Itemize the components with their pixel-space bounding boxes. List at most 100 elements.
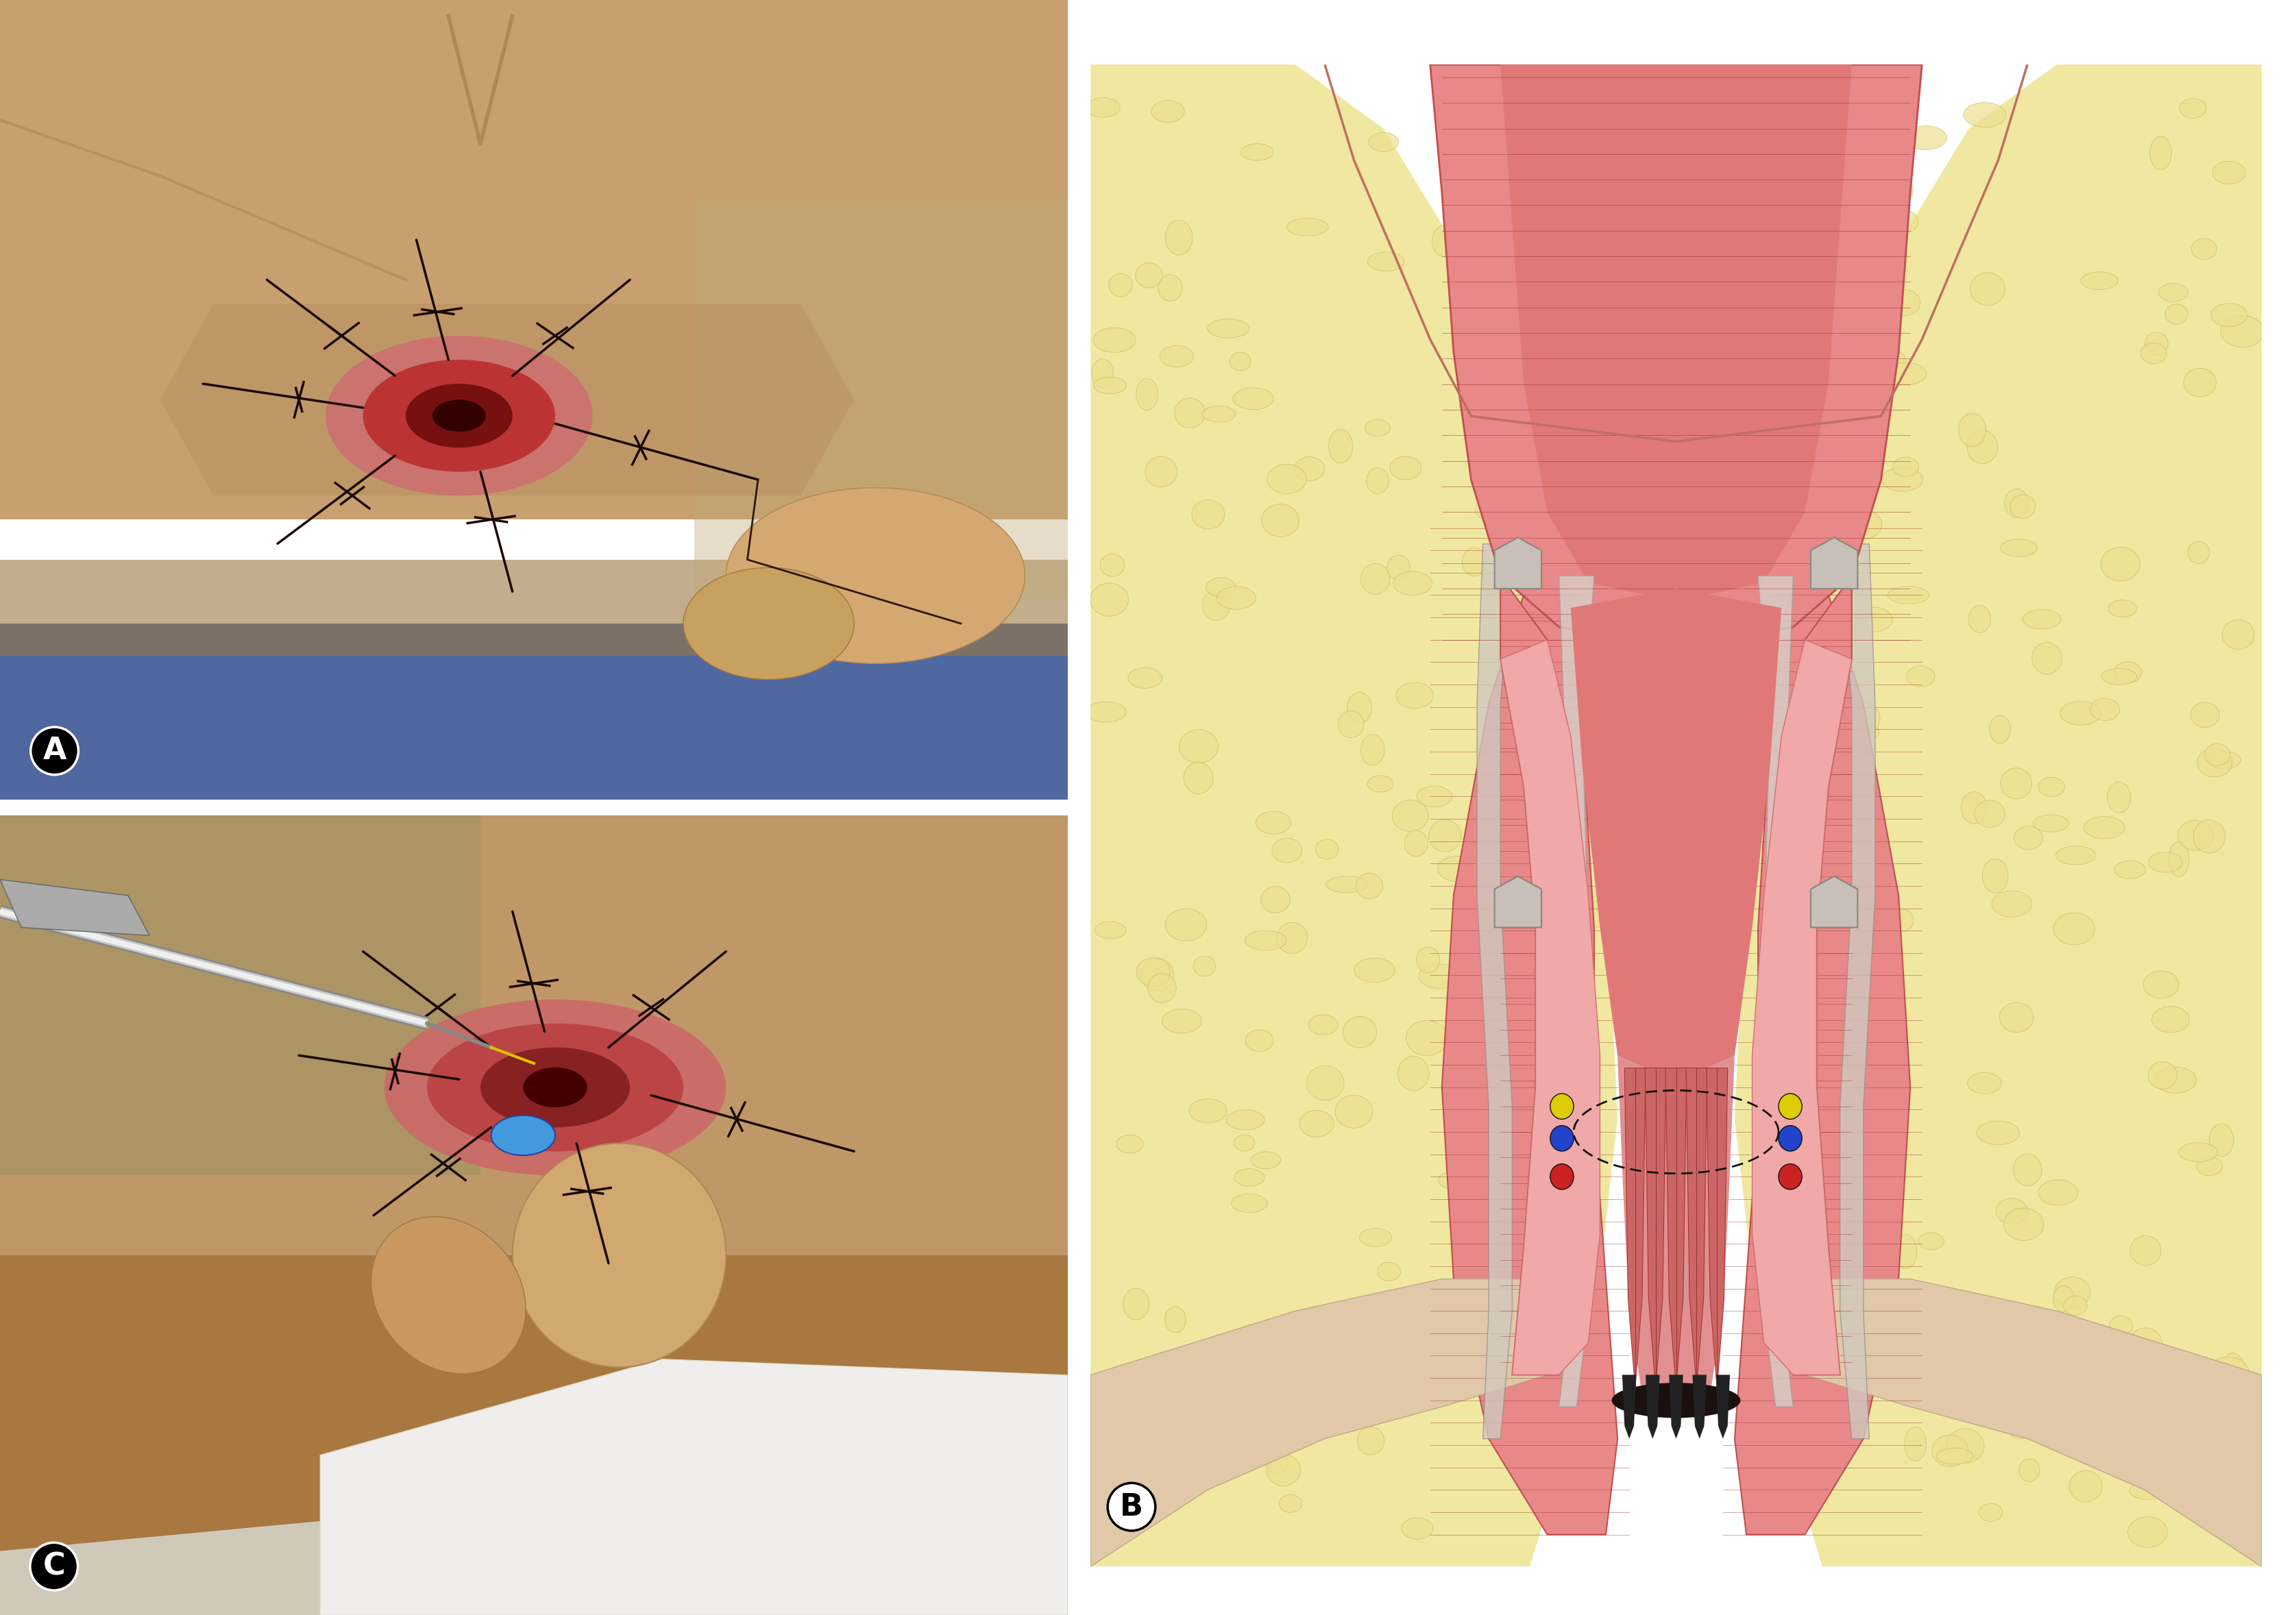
Ellipse shape [2197,1156,2223,1176]
Ellipse shape [1504,921,1529,946]
Ellipse shape [1490,145,1534,173]
Ellipse shape [2140,342,2167,363]
Ellipse shape [1391,799,1428,832]
Ellipse shape [1100,554,1125,577]
Polygon shape [1502,577,1582,1374]
Polygon shape [1736,512,1910,1534]
Ellipse shape [1194,956,1215,977]
Ellipse shape [1123,1289,1148,1319]
Polygon shape [1665,1068,1688,1387]
Ellipse shape [1511,439,1538,473]
Polygon shape [161,304,854,496]
Ellipse shape [1286,218,1329,236]
Ellipse shape [1357,874,1382,898]
Polygon shape [1752,640,1851,1374]
Ellipse shape [1235,1135,1254,1151]
Ellipse shape [2209,751,2241,769]
Ellipse shape [1405,1021,1446,1056]
Polygon shape [1626,1068,1646,1387]
Ellipse shape [1795,1114,1825,1150]
Ellipse shape [1463,547,1486,577]
Ellipse shape [1327,877,1368,893]
Ellipse shape [2144,333,2167,355]
Ellipse shape [1417,787,1451,808]
Circle shape [1550,1164,1573,1190]
Ellipse shape [1770,157,1807,174]
Ellipse shape [1515,1405,1541,1434]
Ellipse shape [1885,363,1926,384]
Ellipse shape [1240,144,1274,160]
Ellipse shape [2064,1297,2087,1315]
Ellipse shape [1931,1436,1968,1466]
Ellipse shape [1217,586,1256,609]
Ellipse shape [1975,801,2004,827]
Ellipse shape [1428,820,1460,851]
Ellipse shape [2149,853,2183,872]
Ellipse shape [2149,136,2172,170]
Text: B: B [1120,1492,1143,1521]
Ellipse shape [1490,1100,1529,1129]
Ellipse shape [2190,703,2220,727]
Ellipse shape [1306,1066,1343,1100]
Ellipse shape [1203,589,1231,620]
Ellipse shape [1166,220,1192,255]
Ellipse shape [1460,392,1486,418]
Ellipse shape [2204,743,2229,766]
Ellipse shape [1261,887,1290,912]
Ellipse shape [1968,606,1991,633]
Ellipse shape [1146,457,1178,488]
Ellipse shape [2080,271,2119,289]
Ellipse shape [2037,1344,2069,1368]
Ellipse shape [1584,787,1609,809]
Ellipse shape [1157,275,1182,300]
Ellipse shape [2055,1277,2089,1308]
Ellipse shape [1917,1232,1945,1250]
Ellipse shape [1244,1030,1274,1051]
Ellipse shape [432,401,487,431]
Ellipse shape [2209,1124,2234,1156]
Ellipse shape [1398,1056,1428,1090]
Ellipse shape [1437,1171,1472,1189]
Polygon shape [1559,577,1593,1407]
Polygon shape [1759,577,1793,1407]
Ellipse shape [1196,1373,1221,1392]
Ellipse shape [1267,465,1306,494]
Ellipse shape [491,1116,556,1155]
Ellipse shape [1848,703,1880,735]
Ellipse shape [1394,572,1433,596]
Ellipse shape [1476,499,1515,522]
Ellipse shape [1235,1169,1265,1185]
Ellipse shape [1798,1137,1828,1169]
Ellipse shape [2027,1355,2062,1389]
Ellipse shape [1362,735,1384,766]
Ellipse shape [1343,1016,1378,1048]
Polygon shape [1442,512,1616,1534]
Ellipse shape [1137,263,1162,287]
Ellipse shape [1086,99,1120,118]
Ellipse shape [1883,467,1922,491]
Ellipse shape [1401,1518,1433,1539]
Ellipse shape [1770,472,1812,502]
Ellipse shape [2032,643,2062,673]
Ellipse shape [1396,683,1433,709]
Ellipse shape [1261,1436,1295,1455]
Ellipse shape [2142,971,2179,998]
Ellipse shape [1127,667,1162,688]
Ellipse shape [1844,724,1880,741]
Ellipse shape [1162,1009,1201,1034]
Ellipse shape [1316,840,1339,859]
Ellipse shape [2032,1326,2060,1349]
Ellipse shape [1231,352,1251,370]
Text: C: C [44,1552,64,1581]
Ellipse shape [512,1143,726,1368]
Ellipse shape [1137,958,1171,987]
Polygon shape [1805,1279,2262,1567]
Ellipse shape [1823,192,1864,226]
Ellipse shape [1502,817,1545,848]
Ellipse shape [2009,494,2037,518]
Ellipse shape [1975,1337,1998,1365]
Polygon shape [1502,640,1600,1374]
Ellipse shape [1233,388,1274,410]
Ellipse shape [427,1024,684,1151]
Ellipse shape [1529,1452,1557,1479]
